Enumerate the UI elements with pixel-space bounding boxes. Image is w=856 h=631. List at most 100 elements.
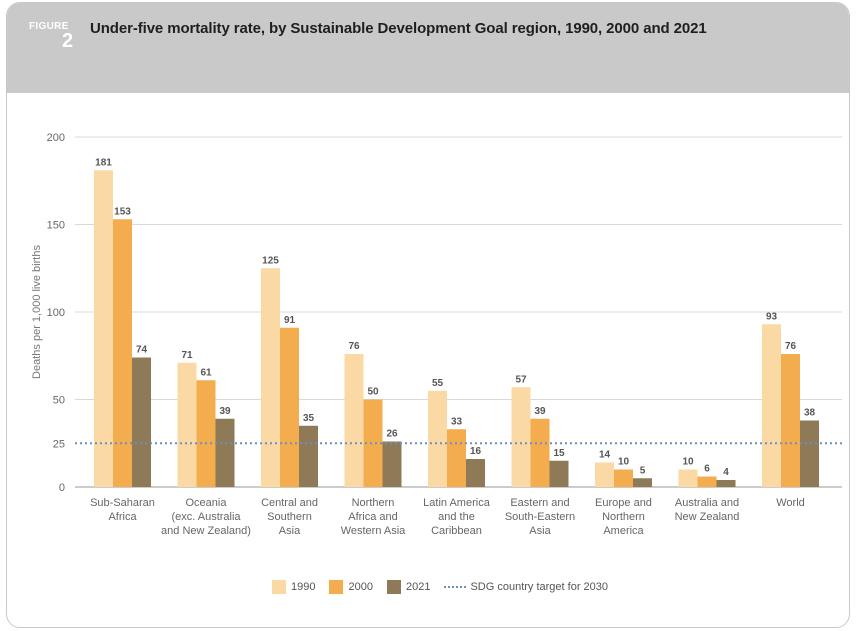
data-label: 55	[432, 378, 444, 389]
x-tick-label: Africa	[108, 511, 137, 523]
x-tick-label: New Zealand	[675, 511, 740, 523]
bar-2000	[363, 399, 383, 487]
x-tick-label: World	[776, 497, 805, 509]
data-label: 14	[599, 450, 611, 461]
bar-2021	[299, 425, 318, 487]
x-tick-label: Caribbean	[431, 525, 482, 537]
x-tick-label: Sub-Saharan	[90, 497, 155, 509]
data-label: 57	[515, 374, 527, 385]
x-tick-label: South-Eastern	[505, 511, 575, 523]
data-label: 74	[136, 345, 148, 356]
x-tick-label: Oceania	[186, 497, 228, 509]
data-label: 71	[181, 350, 193, 361]
bar-1990	[511, 387, 531, 487]
bar-2021	[800, 420, 819, 487]
bar-2000	[280, 327, 299, 487]
bar-1990	[762, 324, 781, 487]
y-axis-label: Deaths per 1,000 live births	[31, 245, 43, 379]
x-tick-label: Eastern and	[510, 497, 569, 509]
data-label: 76	[785, 341, 797, 352]
figure-header: FIGURE 2 Under-five mortality rate, by S…	[7, 3, 849, 93]
x-tick-label: Asia	[279, 525, 301, 537]
bar-1990	[177, 362, 197, 487]
legend-label-target: SDG country target for 2030	[470, 581, 609, 593]
bar-2021	[549, 460, 569, 487]
y-tick-label: 0	[59, 482, 65, 494]
legend-label-1990: 1990	[291, 581, 316, 593]
y-tick-label: 50	[53, 395, 65, 407]
data-label: 16	[470, 446, 482, 457]
x-tick-label: and the	[438, 511, 475, 523]
legend-swatch-1990	[272, 580, 286, 594]
x-tick-label: Asia	[529, 525, 551, 537]
bar-2000	[530, 418, 550, 487]
bar-2021	[382, 441, 402, 487]
x-tick-label: Latin America	[423, 497, 491, 509]
data-label: 76	[348, 341, 360, 352]
bar-2000	[697, 476, 717, 487]
legend-label-2021: 2021	[405, 581, 431, 593]
x-tick-label: Africa and	[348, 511, 398, 523]
legend-item-target: SDG country target for 2030	[444, 581, 608, 593]
bar-2000	[113, 219, 132, 487]
bar-1990	[344, 354, 364, 487]
bar-2021	[132, 357, 151, 487]
x-tick-label: Europe and	[595, 497, 652, 509]
figure-label: FIGURE	[29, 21, 69, 32]
figure-number: 2	[62, 30, 74, 52]
bar-1990	[428, 390, 447, 487]
bar-1990	[94, 170, 113, 487]
y-tick-label: 200	[47, 132, 65, 144]
legend-swatch-2021	[386, 580, 401, 594]
chart-title: Under-five mortality rate, by Sustainabl…	[90, 20, 707, 37]
y-tick-label: 150	[47, 220, 65, 232]
data-label: 38	[804, 408, 816, 419]
x-tick-label: Northern	[602, 511, 645, 523]
data-label: 153	[114, 206, 131, 217]
x-tick-label: Northern	[352, 497, 395, 509]
data-label: 93	[766, 311, 778, 322]
y-tick-label: 100	[47, 307, 65, 319]
x-tick-label: Australia and	[675, 497, 739, 509]
bar-1990	[678, 469, 698, 487]
x-tick-label: America	[603, 525, 644, 537]
data-label: 61	[200, 367, 212, 378]
legend-item-2021: 2021	[386, 580, 431, 594]
legend-item-1990: 1990	[272, 580, 315, 594]
data-label: 5	[640, 465, 646, 476]
bar-2000	[614, 469, 633, 487]
bar-2000	[781, 354, 800, 487]
data-label: 39	[534, 406, 546, 417]
x-tick-label: Western Asia	[341, 525, 406, 537]
bar-2000	[447, 429, 466, 487]
x-tick-label: Southern	[267, 511, 312, 523]
figure-card: FIGURE 2 Under-five mortality rate, by S…	[6, 2, 850, 628]
bar-2021	[633, 478, 652, 487]
legend-swatch-2000	[329, 580, 344, 594]
data-label: 10	[618, 457, 630, 468]
legend-label-2000: 2000	[348, 581, 373, 593]
data-label: 181	[95, 157, 112, 168]
bar-1990	[595, 462, 614, 487]
x-tick-label: Central and	[261, 497, 318, 509]
data-label: 50	[367, 387, 379, 398]
data-label: 125	[262, 255, 279, 266]
data-label: 6	[704, 464, 710, 475]
x-tick-label: and New Zealand)	[161, 525, 251, 537]
y-tick-label: 25	[53, 438, 65, 450]
data-label: 15	[553, 448, 565, 459]
data-label: 26	[386, 429, 398, 440]
chart-legend: 1990 2000 2021 SDG country target for 20…	[272, 578, 622, 596]
data-label: 35	[303, 413, 315, 424]
bar-1990	[261, 268, 280, 487]
data-label: 4	[723, 467, 729, 478]
data-label: 39	[219, 406, 231, 417]
legend-item-2000: 2000	[329, 580, 373, 594]
data-label: 91	[284, 315, 296, 326]
bar-2021	[716, 480, 736, 487]
x-tick-label: (exc. Australia	[171, 511, 241, 523]
bar-2000	[196, 380, 216, 487]
legend-target-line	[444, 586, 467, 588]
data-label: 33	[451, 416, 463, 427]
